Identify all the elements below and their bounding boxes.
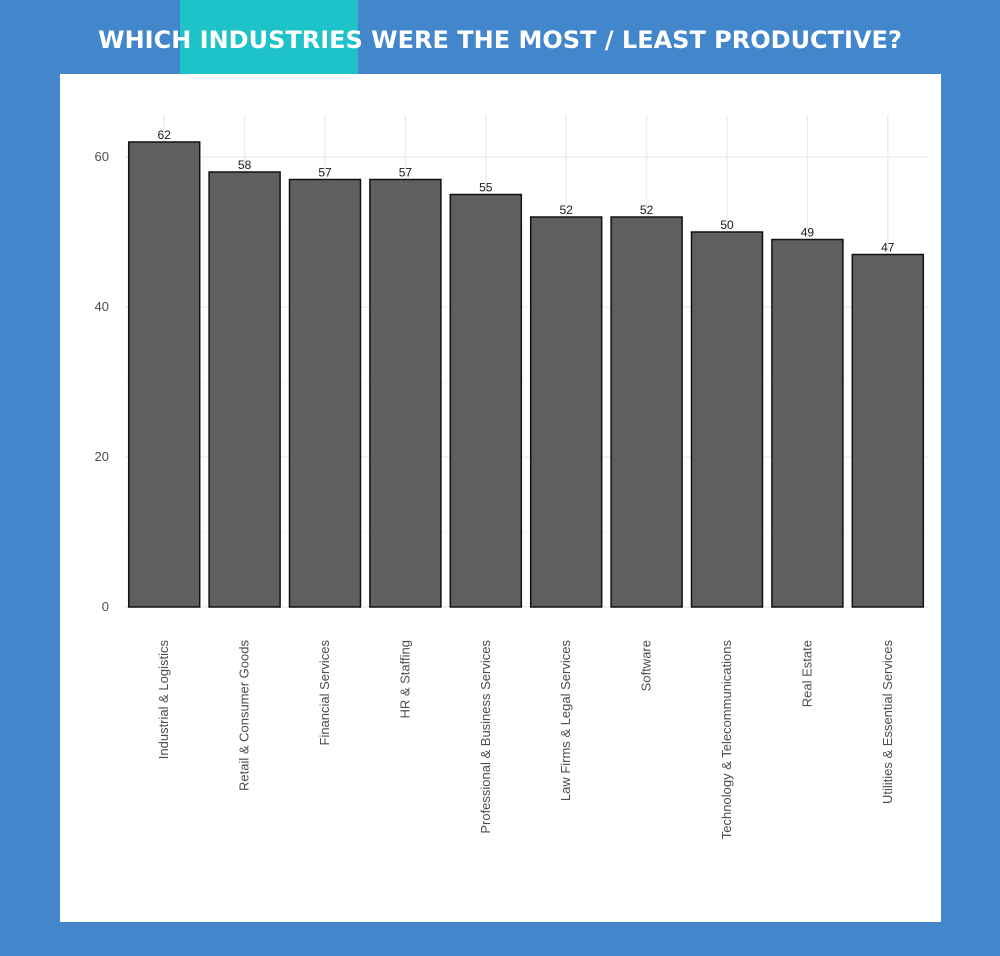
bar	[127, 141, 201, 608]
bar-value-label: 57	[399, 166, 413, 180]
x-tick-label: Financial Services	[317, 640, 332, 746]
x-tick-label: Law Firms & Legal Services	[558, 640, 573, 802]
bar	[610, 216, 683, 608]
bar	[851, 253, 925, 608]
bar	[529, 216, 603, 608]
bar-value-label: 62	[158, 128, 172, 142]
bar-value-label: 58	[238, 158, 252, 172]
bar-value-label: 55	[479, 181, 493, 195]
bar-chart: 0 20 40 60 62 Industrial & Logistics 58 Retail …	[95, 115, 928, 840]
x-tick-label: Technology & Telecommunications	[719, 640, 734, 840]
x-tick-label: HR & Staffing	[397, 640, 412, 719]
bar-value-label: 50	[720, 218, 734, 232]
chart-panel: 0 20 40 60 62 Industrial & Logistics 58 Retail …	[60, 74, 941, 922]
bar	[449, 193, 523, 608]
bar-value-label: 49	[801, 226, 815, 240]
bar-value-label: 47	[881, 241, 895, 255]
x-tick-label: Retail & Consumer Goods	[237, 640, 252, 792]
bar	[208, 171, 281, 608]
y-tick-label: 0	[102, 599, 109, 614]
x-tick-label: Software	[639, 640, 654, 691]
x-tick-label: Professional & Business Services	[478, 640, 493, 834]
y-tick-label: 20	[95, 449, 109, 464]
y-tick-label: 40	[95, 299, 109, 314]
page-title: WHICH INDUSTRIES WERE THE MOST / LEAST P…	[98, 26, 902, 54]
bar-value-label: 57	[318, 166, 332, 180]
bar-value-label: 52	[640, 203, 654, 217]
bar	[690, 231, 764, 608]
x-tick-label: Industrial & Logistics	[156, 640, 171, 760]
bar	[771, 238, 844, 608]
x-tick-label: Utilities & Essential Services	[880, 640, 895, 804]
bar-value-label: 52	[560, 203, 574, 217]
x-tick-label: Real Estate	[799, 640, 814, 707]
bar	[288, 178, 362, 608]
title-accent-block	[180, 0, 358, 74]
y-tick-label: 60	[95, 149, 109, 164]
bar	[369, 178, 442, 608]
